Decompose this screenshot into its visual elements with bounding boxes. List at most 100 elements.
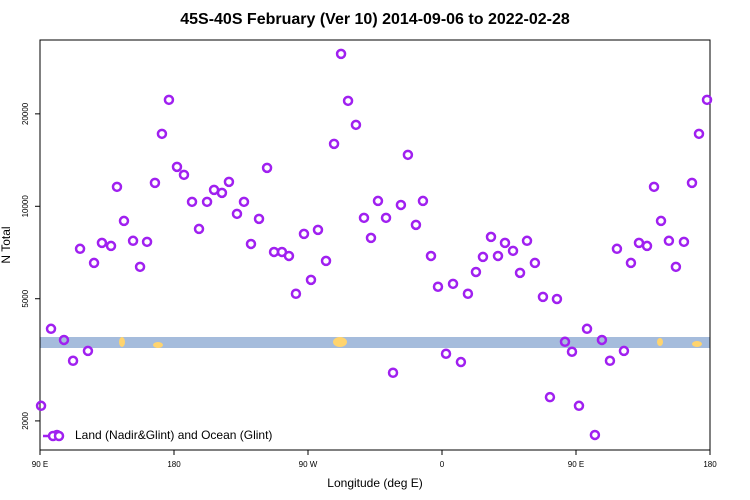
data-point — [253, 213, 265, 225]
data-point — [201, 196, 213, 208]
data-point — [485, 231, 497, 243]
data-point — [372, 195, 384, 207]
data-point — [492, 250, 504, 262]
data-point — [537, 291, 549, 303]
data-point — [455, 356, 467, 368]
data-point — [261, 162, 273, 174]
data-point — [163, 94, 175, 106]
data-point — [655, 215, 667, 227]
y-axis-label: N Total — [0, 226, 13, 263]
data-point — [88, 257, 100, 269]
x-tick-label: 0 — [440, 460, 445, 469]
data-point — [425, 250, 437, 262]
data-point — [440, 348, 452, 359]
data-point — [118, 215, 130, 227]
data-point — [589, 429, 601, 441]
data-point — [35, 400, 47, 412]
data-point — [470, 266, 482, 278]
data-point — [74, 243, 86, 255]
data-point — [328, 138, 340, 150]
data-point — [573, 400, 585, 412]
data-point — [529, 257, 541, 269]
data-point — [618, 345, 630, 357]
legend-marker — [53, 430, 65, 442]
data-point — [670, 261, 682, 273]
data-point — [417, 195, 429, 207]
data-point — [358, 212, 370, 224]
x-tick-label: 90 E — [32, 460, 48, 469]
data-point — [134, 261, 146, 273]
data-point — [127, 235, 139, 247]
data-point — [156, 128, 168, 140]
data-point — [551, 293, 563, 305]
x-axis-label: Longitude (deg E) — [327, 476, 422, 490]
data-point — [238, 196, 250, 208]
data-point — [596, 334, 608, 346]
data-point — [105, 240, 117, 252]
data-point — [693, 128, 705, 140]
data-point — [186, 196, 198, 208]
data-point — [477, 251, 489, 263]
data-point — [559, 336, 571, 348]
data-point — [223, 176, 235, 188]
data-point — [387, 367, 399, 378]
data-point — [178, 169, 190, 181]
data-point — [648, 181, 660, 193]
legend-label: Land (Nadir&Glint) and Ocean (Glint) — [75, 428, 272, 442]
x-tick-label: 90 E — [568, 460, 584, 469]
y-tick-label: 20000 — [21, 102, 30, 125]
data-point — [641, 240, 653, 252]
data-point — [335, 48, 347, 60]
data-point — [410, 219, 422, 231]
data-point — [350, 119, 362, 131]
data-point — [342, 95, 354, 107]
data-point — [149, 177, 161, 189]
data-point — [111, 181, 123, 193]
data-point — [283, 250, 295, 262]
data-point — [678, 236, 690, 248]
data-point — [701, 94, 713, 106]
data-point — [82, 345, 94, 357]
data-point — [686, 177, 698, 189]
chart-title: 45S-40S February (Ver 10) 2014-09-06 to … — [180, 11, 570, 28]
y-tick-label: 5000 — [21, 289, 30, 307]
data-point — [432, 281, 444, 292]
data-point — [544, 391, 556, 403]
data-point — [45, 323, 57, 335]
data-point — [67, 355, 79, 367]
x-tick-label: 90 W — [299, 460, 318, 469]
data-point — [625, 257, 637, 269]
plot-frame — [39, 39, 711, 451]
data-point — [320, 255, 332, 267]
data-point — [447, 278, 459, 290]
data-point — [312, 224, 324, 236]
data-point — [365, 232, 377, 244]
data-point — [402, 149, 414, 161]
data-point — [245, 238, 257, 250]
data-point — [305, 274, 317, 286]
data-point — [395, 199, 407, 211]
data-point — [663, 235, 675, 247]
data-point — [507, 245, 519, 257]
x-tick-label: 180 — [703, 460, 717, 469]
data-point — [58, 334, 70, 346]
y-tick-label: 2000 — [21, 411, 30, 429]
data-point — [604, 355, 616, 367]
data-point — [96, 237, 108, 249]
data-point — [231, 208, 243, 220]
data-point — [514, 267, 526, 279]
data-point — [380, 212, 392, 224]
data-point — [521, 235, 533, 247]
data-point — [141, 236, 153, 248]
data-point — [462, 288, 474, 299]
data-point — [499, 237, 511, 249]
data-point — [193, 223, 205, 235]
surface-strip — [40, 337, 710, 348]
data-point — [581, 323, 593, 335]
data-point — [216, 187, 228, 199]
y-tick-label: 10000 — [21, 195, 30, 218]
data-point — [298, 228, 310, 240]
data-point — [611, 243, 623, 255]
data-point — [290, 288, 302, 299]
